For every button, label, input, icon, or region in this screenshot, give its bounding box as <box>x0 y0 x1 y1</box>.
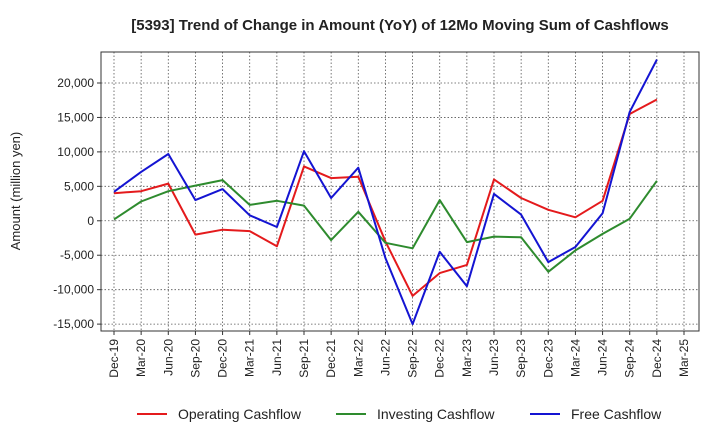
series-layer <box>113 59 658 326</box>
x-tick-label: Dec-24 <box>650 339 664 378</box>
x-axis-ticks: Dec-19 Mar-20 Jun-20 Sep-20 Dec-20 Mar-21 Jun-… <box>107 331 691 378</box>
y-tick-label: 15,000 <box>57 110 94 124</box>
y-axis-label: Amount (million yen) <box>8 132 23 251</box>
x-tick-label: Mar-23 <box>460 339 474 377</box>
x-tick-label: Jun-20 <box>161 339 175 376</box>
x-tick-label: Mar-22 <box>351 339 365 377</box>
chart-title: [5393] Trend of Change in Amount (YoY) o… <box>131 17 669 34</box>
y-tick-label: 0 <box>87 214 94 228</box>
x-tick-label: Dec-19 <box>107 339 121 378</box>
x-tick-label: Sep-23 <box>514 339 528 378</box>
x-tick-label: Jun-22 <box>378 339 392 376</box>
series-line-investing-cashflow <box>113 179 658 273</box>
plot-frame <box>100 51 700 332</box>
series-line-free-cashflow <box>113 59 658 326</box>
y-tick-label: -15,000 <box>53 317 94 331</box>
y-axis-ticks: 20,000 15,000 10,000 5,000 0 -5,000 -10,000 -15… <box>53 76 101 331</box>
y-tick-label: 20,000 <box>57 76 94 90</box>
x-tick-label: Sep-20 <box>188 339 202 378</box>
y-tick-label: 5,000 <box>64 179 94 193</box>
x-tick-label: Sep-24 <box>623 339 637 378</box>
x-tick-label: Jun-23 <box>487 339 501 376</box>
legend-label: Operating Cashflow <box>178 406 302 422</box>
x-tick-label: Dec-20 <box>216 339 230 378</box>
x-tick-label: Dec-21 <box>324 339 338 378</box>
x-tick-label: Mar-24 <box>568 339 582 377</box>
legend-label: Free Cashflow <box>571 406 662 422</box>
x-tick-label: Sep-22 <box>406 339 420 378</box>
x-tick-label: Sep-21 <box>297 339 311 378</box>
y-tick-label: 10,000 <box>57 145 94 159</box>
y-tick-label: -5,000 <box>60 248 94 262</box>
x-tick-label: Mar-25 <box>677 339 691 377</box>
x-tick-label: Mar-20 <box>134 339 148 377</box>
x-tick-label: Jun-24 <box>596 339 610 376</box>
grid <box>101 52 699 331</box>
y-tick-label: -10,000 <box>53 283 94 297</box>
x-tick-label: Dec-23 <box>541 339 555 378</box>
x-tick-label: Dec-22 <box>433 339 447 378</box>
legend: Operating Cashflow Investing Cashflow Free… <box>137 406 662 422</box>
legend-label: Investing Cashflow <box>377 406 495 422</box>
x-tick-label: Jun-21 <box>270 339 284 376</box>
x-tick-label: Mar-21 <box>243 339 257 377</box>
